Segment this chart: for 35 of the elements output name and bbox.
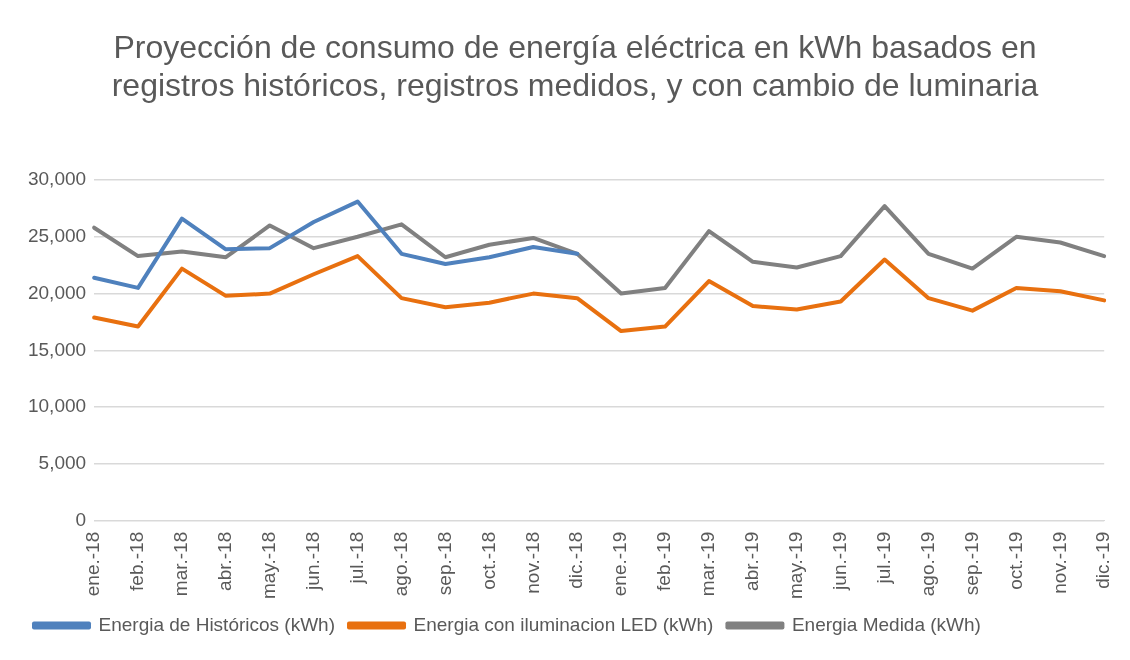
x-tick-label: abr.-19 [741,531,763,591]
x-tick-label: jun.-19 [828,531,850,591]
y-tick-label: 0 [75,509,87,531]
x-tick-label: feb.-18 [126,531,148,591]
x-tick-label: mar.-19 [697,531,719,597]
x-tick-label: may.-18 [258,531,280,600]
y-tick-label: 10,000 [27,395,87,417]
x-tick-label: jul.-18 [345,531,367,585]
x-tick-label: sep.-19 [960,531,982,596]
y-tick-label: 20,000 [27,281,87,303]
x-tick-label: ene.-19 [609,531,631,597]
x-tick-label: sep.-18 [433,531,455,596]
x-tick-label: nov.-19 [1048,531,1070,594]
x-tick-label: dic.-19 [1092,531,1114,589]
legend-label: Energia con iluminacion LED (kWh) [413,613,714,635]
x-tick-label: feb.-19 [653,531,675,591]
x-tick-label: oct.-19 [1004,531,1026,590]
x-tick-label: may.-19 [785,531,807,600]
x-tick-label: nov.-18 [521,531,543,594]
legend-label: Energia Medida (kWh) [791,613,981,635]
chart-title: Proyección de consumo de energía eléctrica en kWh basados en registros históricos, registros medidos, y con cambio de luminaria [110,28,1040,104]
x-tick-label: jun.-18 [301,531,323,591]
x-tick-label: ago.-18 [389,531,411,597]
x-tick-label: jul.-19 [872,531,894,585]
x-tick-label: abr.-18 [214,531,236,591]
x-tick-label: mar.-18 [170,531,192,597]
x-tick-label: ene.-18 [82,531,104,597]
legend-label: Energia de Históricos (kWh) [98,613,336,635]
y-tick-label: 15,000 [27,338,87,360]
y-tick-label: 30,000 [27,168,87,190]
x-tick-label: ago.-19 [916,531,938,597]
y-tick-label: 25,000 [27,225,87,247]
x-tick-label: dic.-18 [565,531,587,589]
x-tick-label: oct.-18 [477,531,499,590]
y-tick-label: 5,000 [38,452,87,474]
